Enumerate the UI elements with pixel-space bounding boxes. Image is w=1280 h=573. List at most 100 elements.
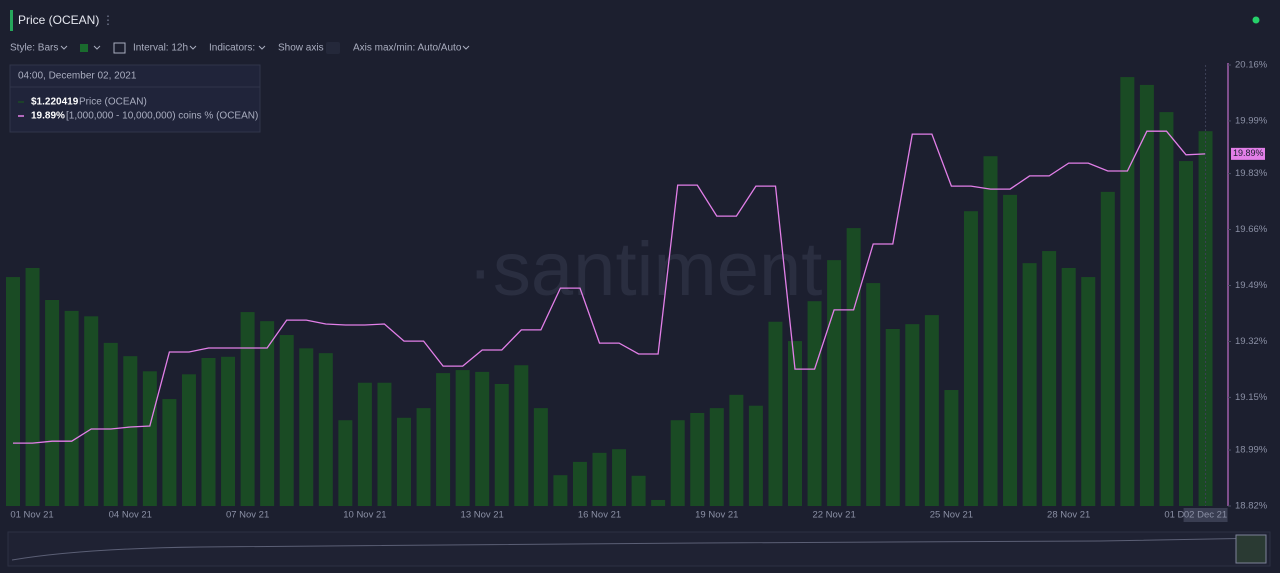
bar: [866, 283, 881, 506]
bar: [651, 499, 666, 506]
y2-tick-label: 19.32%: [1235, 336, 1268, 347]
x-tick-label: 10 Nov 21: [343, 510, 386, 521]
line: [13, 130, 1206, 444]
bar: [64, 310, 79, 506]
crosshair-label: 02 Dec 21: [1184, 510, 1227, 521]
y2-tick-label: 20.16%: [1235, 60, 1268, 71]
bar: [1061, 267, 1076, 506]
watermark: ·santiment: [468, 227, 823, 312]
bar: [944, 390, 959, 506]
bar: [357, 382, 372, 506]
bar: [318, 353, 333, 506]
navigator[interactable]: [7, 531, 1271, 567]
chevron: [189, 45, 197, 50]
title-accent: [10, 10, 13, 31]
y2-tick-label: 18.82%: [1235, 501, 1268, 512]
current-value-label: 19.89%: [1233, 148, 1264, 158]
axis-control[interactable]: Axis max/min: Auto/Auto: [353, 43, 462, 54]
x-tick-label: 25 Nov 21: [930, 510, 973, 521]
bar: [1159, 112, 1174, 506]
toggle[interactable]: [326, 42, 340, 54]
tooltip-value: $1.220419: [31, 97, 79, 108]
bar: [299, 348, 314, 506]
bar: [1042, 251, 1057, 506]
crosshair-badge: [1183, 508, 1228, 522]
y2-tick-label: 19.15%: [1235, 392, 1268, 403]
bar: [338, 420, 353, 506]
bar: [709, 408, 724, 506]
bar: [103, 342, 118, 506]
navigator-line: [11, 537, 1267, 561]
bar: [6, 277, 20, 506]
bar: [416, 408, 431, 506]
bar: [25, 267, 40, 506]
interval-control[interactable]: Interval: 12h: [133, 43, 188, 54]
tooltip-box: [9, 64, 261, 133]
bar: [846, 228, 861, 506]
bar: [768, 321, 783, 506]
color-swatch[interactable]: [80, 44, 88, 52]
bar: [1179, 161, 1193, 507]
bar: [553, 475, 568, 506]
y2-tick-label: 18.99%: [1235, 445, 1268, 456]
current-value-badge: [1231, 147, 1265, 160]
x-tick-label: 07 Nov 21: [226, 510, 269, 521]
chevron: [93, 45, 101, 50]
bar: [1120, 77, 1135, 507]
bar: [494, 383, 509, 506]
bar: [1003, 194, 1018, 507]
bar: [924, 315, 939, 506]
toolbar: Style: Bars Interval: 12h Indicators: Sh…: [10, 42, 470, 54]
tooltip-value: 19.89%: [31, 111, 65, 122]
bar: [1022, 263, 1037, 506]
style-control[interactable]: Style: Bars: [10, 43, 58, 54]
bar: [123, 356, 138, 506]
bar: [181, 374, 196, 506]
x-tick-label: 16 Nov 21: [578, 510, 621, 521]
bar: [592, 452, 607, 506]
bar: [885, 328, 900, 506]
bar: [690, 412, 705, 506]
bar: [1100, 191, 1115, 506]
bar: [631, 475, 646, 506]
x-tick-label: 28 Nov 21: [1047, 510, 1090, 521]
bar: [45, 299, 60, 506]
bar: [162, 399, 177, 506]
navigator-window[interactable]: [1235, 534, 1267, 564]
bar: [963, 211, 978, 506]
bar: [221, 356, 236, 506]
bar: [807, 301, 822, 506]
bar: [1139, 84, 1154, 507]
y2-tick-label: 19.83%: [1235, 168, 1268, 179]
status-dot: [1252, 16, 1260, 24]
bar: [983, 156, 998, 506]
x-tick-label: 01 Nov 21: [10, 510, 53, 521]
x-tick-label: 04 Nov 21: [109, 510, 152, 521]
bar: [612, 449, 627, 506]
menu-icon[interactable]: ⋮: [102, 13, 114, 27]
bar: [397, 417, 411, 506]
bar: [1081, 277, 1096, 506]
legend-entry: Price (OCEAN): [79, 97, 147, 108]
chevron: [258, 45, 266, 50]
x-tick-label: 22 Nov 21: [812, 510, 855, 521]
bar: [377, 382, 392, 506]
bar: [905, 324, 920, 506]
tooltip: 04:00, December 02, 2021 $1.220419 Price…: [9, 64, 261, 133]
bar: [260, 321, 275, 506]
show-axis-control[interactable]: Show axis: [278, 43, 324, 54]
x-tick-label: 19 Nov 21: [695, 510, 738, 521]
calendar-icon: [113, 42, 126, 54]
bar: [279, 335, 294, 506]
bar: [201, 357, 216, 506]
bar: [142, 371, 157, 506]
indicators-control[interactable]: Indicators:: [209, 43, 255, 54]
y2-tick-label: 19.99%: [1235, 115, 1268, 126]
bar: [514, 365, 529, 506]
chevron: [60, 45, 68, 50]
bar: [670, 420, 685, 506]
chevron: [462, 45, 470, 50]
bar: [475, 371, 490, 506]
